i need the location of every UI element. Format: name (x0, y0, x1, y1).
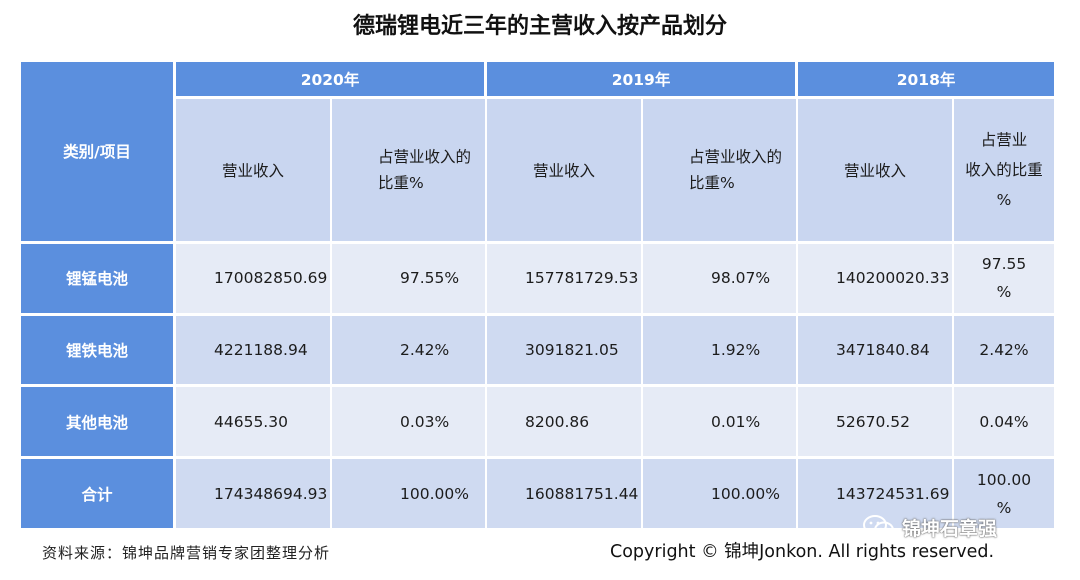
subheader-percent-narrow: 占营业 收入的比重 % (954, 99, 1055, 244)
percent-value: 100.00 (976, 470, 1032, 489)
percent-sign: % (996, 498, 1012, 517)
subheader-percent-line1: 占营业收入的 (689, 148, 783, 167)
wechat-icon (863, 515, 894, 539)
revenue-cell: 160881751.44 (487, 459, 644, 528)
percent-cell: 97.55% (332, 243, 488, 316)
table-row: 锂锰电池 170082850.69 97.55% 157781729.53 98… (21, 243, 1055, 316)
subheader-revenue: 营业收入 (798, 99, 955, 244)
subheader-percent: 占营业收入的 比重% (643, 99, 799, 244)
year-header-2019: 2019年 (487, 62, 799, 100)
revenue-cell: 140200020.33 (798, 243, 955, 316)
revenue-cell: 8200.86 (487, 387, 644, 460)
revenue-table: 类别/项目 2020年 2019年 2018年 营业收入 占营业收入的 比重% … (21, 62, 1055, 528)
table-row-total: 合计 174348694.93 100.00% 160881751.44 100… (21, 459, 1055, 528)
percent-value: 97.55 (981, 255, 1027, 274)
watermark-text: 锦坤石章强 (902, 517, 998, 540)
revenue-cell: 3091821.05 (487, 315, 644, 388)
row-label: 锂铁电池 (21, 315, 176, 388)
source-note: 资料来源：锦坤品牌营销专家团整理分析 (42, 544, 331, 562)
subheader-revenue: 营业收入 (487, 99, 644, 244)
row-label: 锂锰电池 (21, 243, 176, 316)
percent-cell: 0.03% (332, 387, 488, 460)
subheader-percent-line2: 收入的比重 (965, 161, 1043, 180)
revenue-cell: 4221188.94 (176, 315, 332, 388)
percent-cell: 98.07% (643, 243, 799, 316)
percent-sign: % (996, 283, 1012, 302)
subheader-revenue: 营业收入 (176, 99, 332, 244)
copyright-note: Copyright © 锦坤Jonkon. All rights reserve… (610, 542, 995, 562)
subheader-percent: 占营业收入的 比重% (332, 99, 488, 244)
subheader-percent-line1: 占营业 (980, 131, 1028, 150)
revenue-cell: 174348694.93 (176, 459, 332, 528)
corner-header: 类别/项目 (21, 62, 176, 244)
table-row: 锂铁电池 4221188.94 2.42% 3091821.05 1.92% 3… (21, 315, 1055, 388)
subheader-percent-line2: 比重% (689, 174, 735, 193)
revenue-cell: 52670.52 (798, 387, 955, 460)
revenue-cell: 157781729.53 (487, 243, 644, 316)
row-label: 其他电池 (21, 387, 176, 460)
percent-cell: 1.92% (643, 315, 799, 388)
percent-cell: 100.00% (643, 459, 799, 528)
page-title: 德瑞锂电近三年的主营收入按产品划分 (352, 13, 727, 39)
percent-cell: 97.55 % (954, 243, 1055, 316)
revenue-cell: 44655.30 (176, 387, 332, 460)
percent-cell: 2.42% (332, 315, 488, 388)
watermark: 锦坤石章强 (862, 512, 997, 542)
percent-cell: 0.01% (643, 387, 799, 460)
percent-cell: 2.42% (954, 315, 1055, 388)
row-label: 合计 (21, 459, 176, 528)
percent-cell: 100.00% (332, 459, 488, 528)
revenue-cell: 3471840.84 (798, 315, 955, 388)
year-header-2018: 2018年 (798, 62, 1055, 100)
table-row: 其他电池 44655.30 0.03% 8200.86 0.01% 52670.… (21, 387, 1055, 460)
subheader-percent-line1: 占营业收入的 (378, 148, 472, 167)
subheader-percent-line3: % (996, 191, 1012, 210)
percent-cell: 0.04% (954, 387, 1055, 460)
subheader-percent-line2: 比重% (378, 174, 424, 193)
revenue-cell: 170082850.69 (176, 243, 332, 316)
percent-cell: 100.00 % (954, 459, 1055, 528)
year-header-2020: 2020年 (176, 62, 488, 100)
